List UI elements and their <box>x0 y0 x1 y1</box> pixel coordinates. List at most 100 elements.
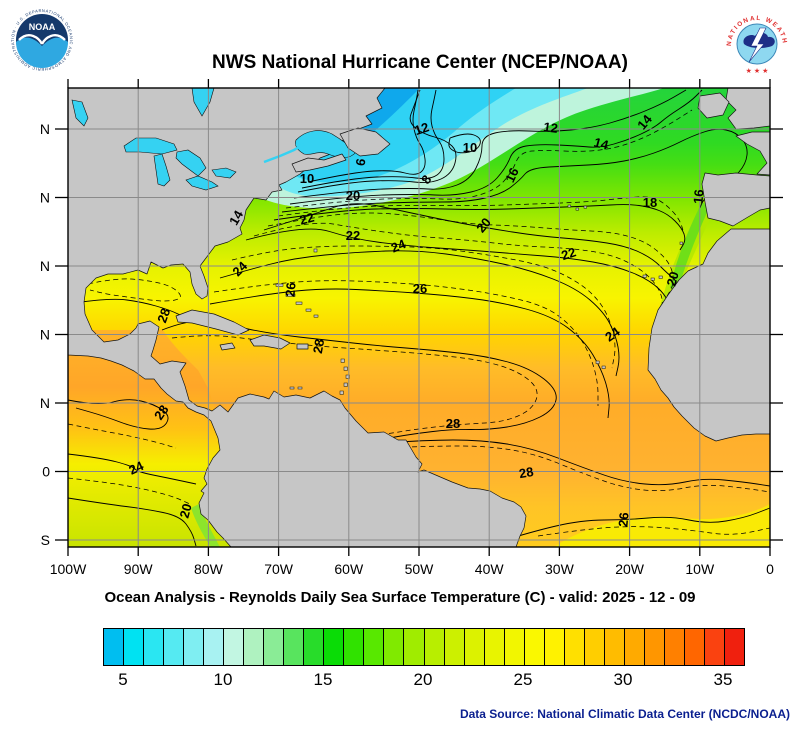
isotherm-10 <box>448 133 481 154</box>
colorbar-segment-10 <box>224 629 245 665</box>
south-atlantic-cool <box>554 504 770 547</box>
colorbar-segment-24 <box>504 629 525 665</box>
contour-label-6: 6 <box>353 157 369 167</box>
isotherm-17-dashed <box>277 196 685 235</box>
colorbar-segment-26 <box>544 629 565 665</box>
contour-label-12: 12 <box>542 119 558 136</box>
noaa-logo-sea <box>16 37 68 68</box>
canary-islands <box>642 274 663 281</box>
y-tick-label: 20N <box>40 327 50 343</box>
colorbar-tick-labels: 5 10 15 20 25 30 35 <box>103 670 743 696</box>
colorbar-segment-28 <box>584 629 605 665</box>
colorbar-segment-35 <box>724 629 744 665</box>
contour-label-22: 22 <box>346 228 360 243</box>
colorbar-segment-27 <box>564 629 585 665</box>
land-ireland <box>697 92 730 119</box>
contour-label-22: 22 <box>559 244 577 263</box>
x-tick-label: 80W <box>194 561 224 577</box>
contour-label-24: 24 <box>389 236 409 256</box>
y-tick-label: 50N <box>40 121 50 137</box>
map-caption: Ocean Analysis - Reynolds Daily Sea Surf… <box>104 589 696 606</box>
colorbar-segment-23 <box>484 629 505 665</box>
colorbar-segment-7 <box>164 629 185 665</box>
contour-label-16: 16 <box>502 165 522 184</box>
x-tick-label: 40W <box>475 561 505 577</box>
isotherm-18 <box>273 204 686 251</box>
colorbar-segment-16 <box>344 629 365 665</box>
temperature-colorbar <box>103 628 745 666</box>
isotherm-26 <box>81 298 187 319</box>
isotherm-20 <box>67 497 197 547</box>
colorbar-segment-15 <box>324 629 345 665</box>
isotherm-24 <box>219 250 620 377</box>
isotherm-23-dashed <box>231 245 616 369</box>
land-americas <box>67 87 527 548</box>
isotherm-24 <box>67 453 197 485</box>
x-tick-label: 70W <box>264 561 294 577</box>
colorbar-segment-33 <box>684 629 705 665</box>
colorbar-tick-15: 15 <box>313 670 333 689</box>
land-cuba <box>175 309 250 336</box>
colorbar-segment-5 <box>124 629 145 665</box>
colorbar-tick-35: 35 <box>713 670 733 689</box>
contour-label-28: 28 <box>310 338 327 355</box>
isotherm-28 <box>67 399 169 430</box>
colorbar-segment-29 <box>604 629 625 665</box>
nws-lightning-icon <box>748 27 767 63</box>
land-jamaica <box>219 342 236 351</box>
colorbar-tick-30: 30 <box>613 670 633 689</box>
nws-stars: ★ ★ ★ <box>746 67 769 75</box>
contour-label-14: 14 <box>592 135 611 153</box>
isotherm-21-dashed <box>253 222 663 321</box>
contour-label-28: 28 <box>151 402 172 422</box>
map-axes: 100W 90W 80W 70W 60W 50W 40W 30W 20W 10W 0 50N 40N 30… <box>40 79 783 577</box>
isotherm-12 <box>293 89 687 199</box>
isotherm-8 <box>301 89 445 189</box>
isotherm-25-dashed <box>537 526 771 537</box>
nws-logo-graphic: NATIONAL WEATHER SERVICE ★ ★ ★ <box>719 0 790 77</box>
isotherm-15-dashed <box>285 109 693 209</box>
x-tick-label: 60W <box>334 561 364 577</box>
colorbar-segment-19 <box>404 629 425 665</box>
contour-label-20: 20 <box>177 502 195 520</box>
colorbar-tick-5: 5 <box>118 670 128 689</box>
contour-label-26: 26 <box>615 512 631 528</box>
isotherm-6 <box>307 89 426 183</box>
colorbar-segment-6 <box>144 629 165 665</box>
lake-superior <box>123 137 178 155</box>
land-iberia <box>701 172 771 227</box>
lake-ontario <box>211 167 237 179</box>
isotherm-24-dashed <box>87 278 181 302</box>
contour-label-16: 16 <box>690 189 706 205</box>
isotherm-26 <box>209 288 610 419</box>
lake-winnipeg <box>71 99 89 127</box>
isotherm-20 <box>263 203 677 309</box>
lesser-antilles-islands <box>289 358 350 395</box>
noaa-logo: NATIONAL OCEANIC AND ATMOSPHERIC ADMINIS… <box>6 2 76 79</box>
colorbar-tick-10: 10 <box>213 670 233 689</box>
isotherm-25-dashed <box>213 280 599 406</box>
x-tick-label: 10W <box>685 561 715 577</box>
contour-label-26: 26 <box>282 282 298 298</box>
y-tick-label: 10S <box>40 532 50 548</box>
y-tick-label: 10N <box>40 395 50 411</box>
contour-label-18: 18 <box>643 195 657 210</box>
colorbar-segment-21 <box>444 629 465 665</box>
isotherm-22 <box>245 228 670 329</box>
land-hispaniola <box>249 334 291 350</box>
colorbar-segment-31 <box>644 629 665 665</box>
colorbar-segment-34 <box>704 629 725 665</box>
bahamas-islands <box>275 283 319 318</box>
isotherm-26 <box>481 507 771 548</box>
colorbar-segment-13 <box>284 629 305 665</box>
x-tick-label: 100W <box>50 561 87 577</box>
isotherm-28 <box>369 439 771 487</box>
contour-label-22: 22 <box>298 210 316 228</box>
st-lawrence-river <box>263 142 305 164</box>
azores-islands <box>567 204 587 211</box>
contour-label-20: 20 <box>664 270 682 288</box>
colorbar-segment-17 <box>364 629 385 665</box>
x-tick-label: 90W <box>124 561 154 577</box>
colorbar-segment-18 <box>384 629 405 665</box>
